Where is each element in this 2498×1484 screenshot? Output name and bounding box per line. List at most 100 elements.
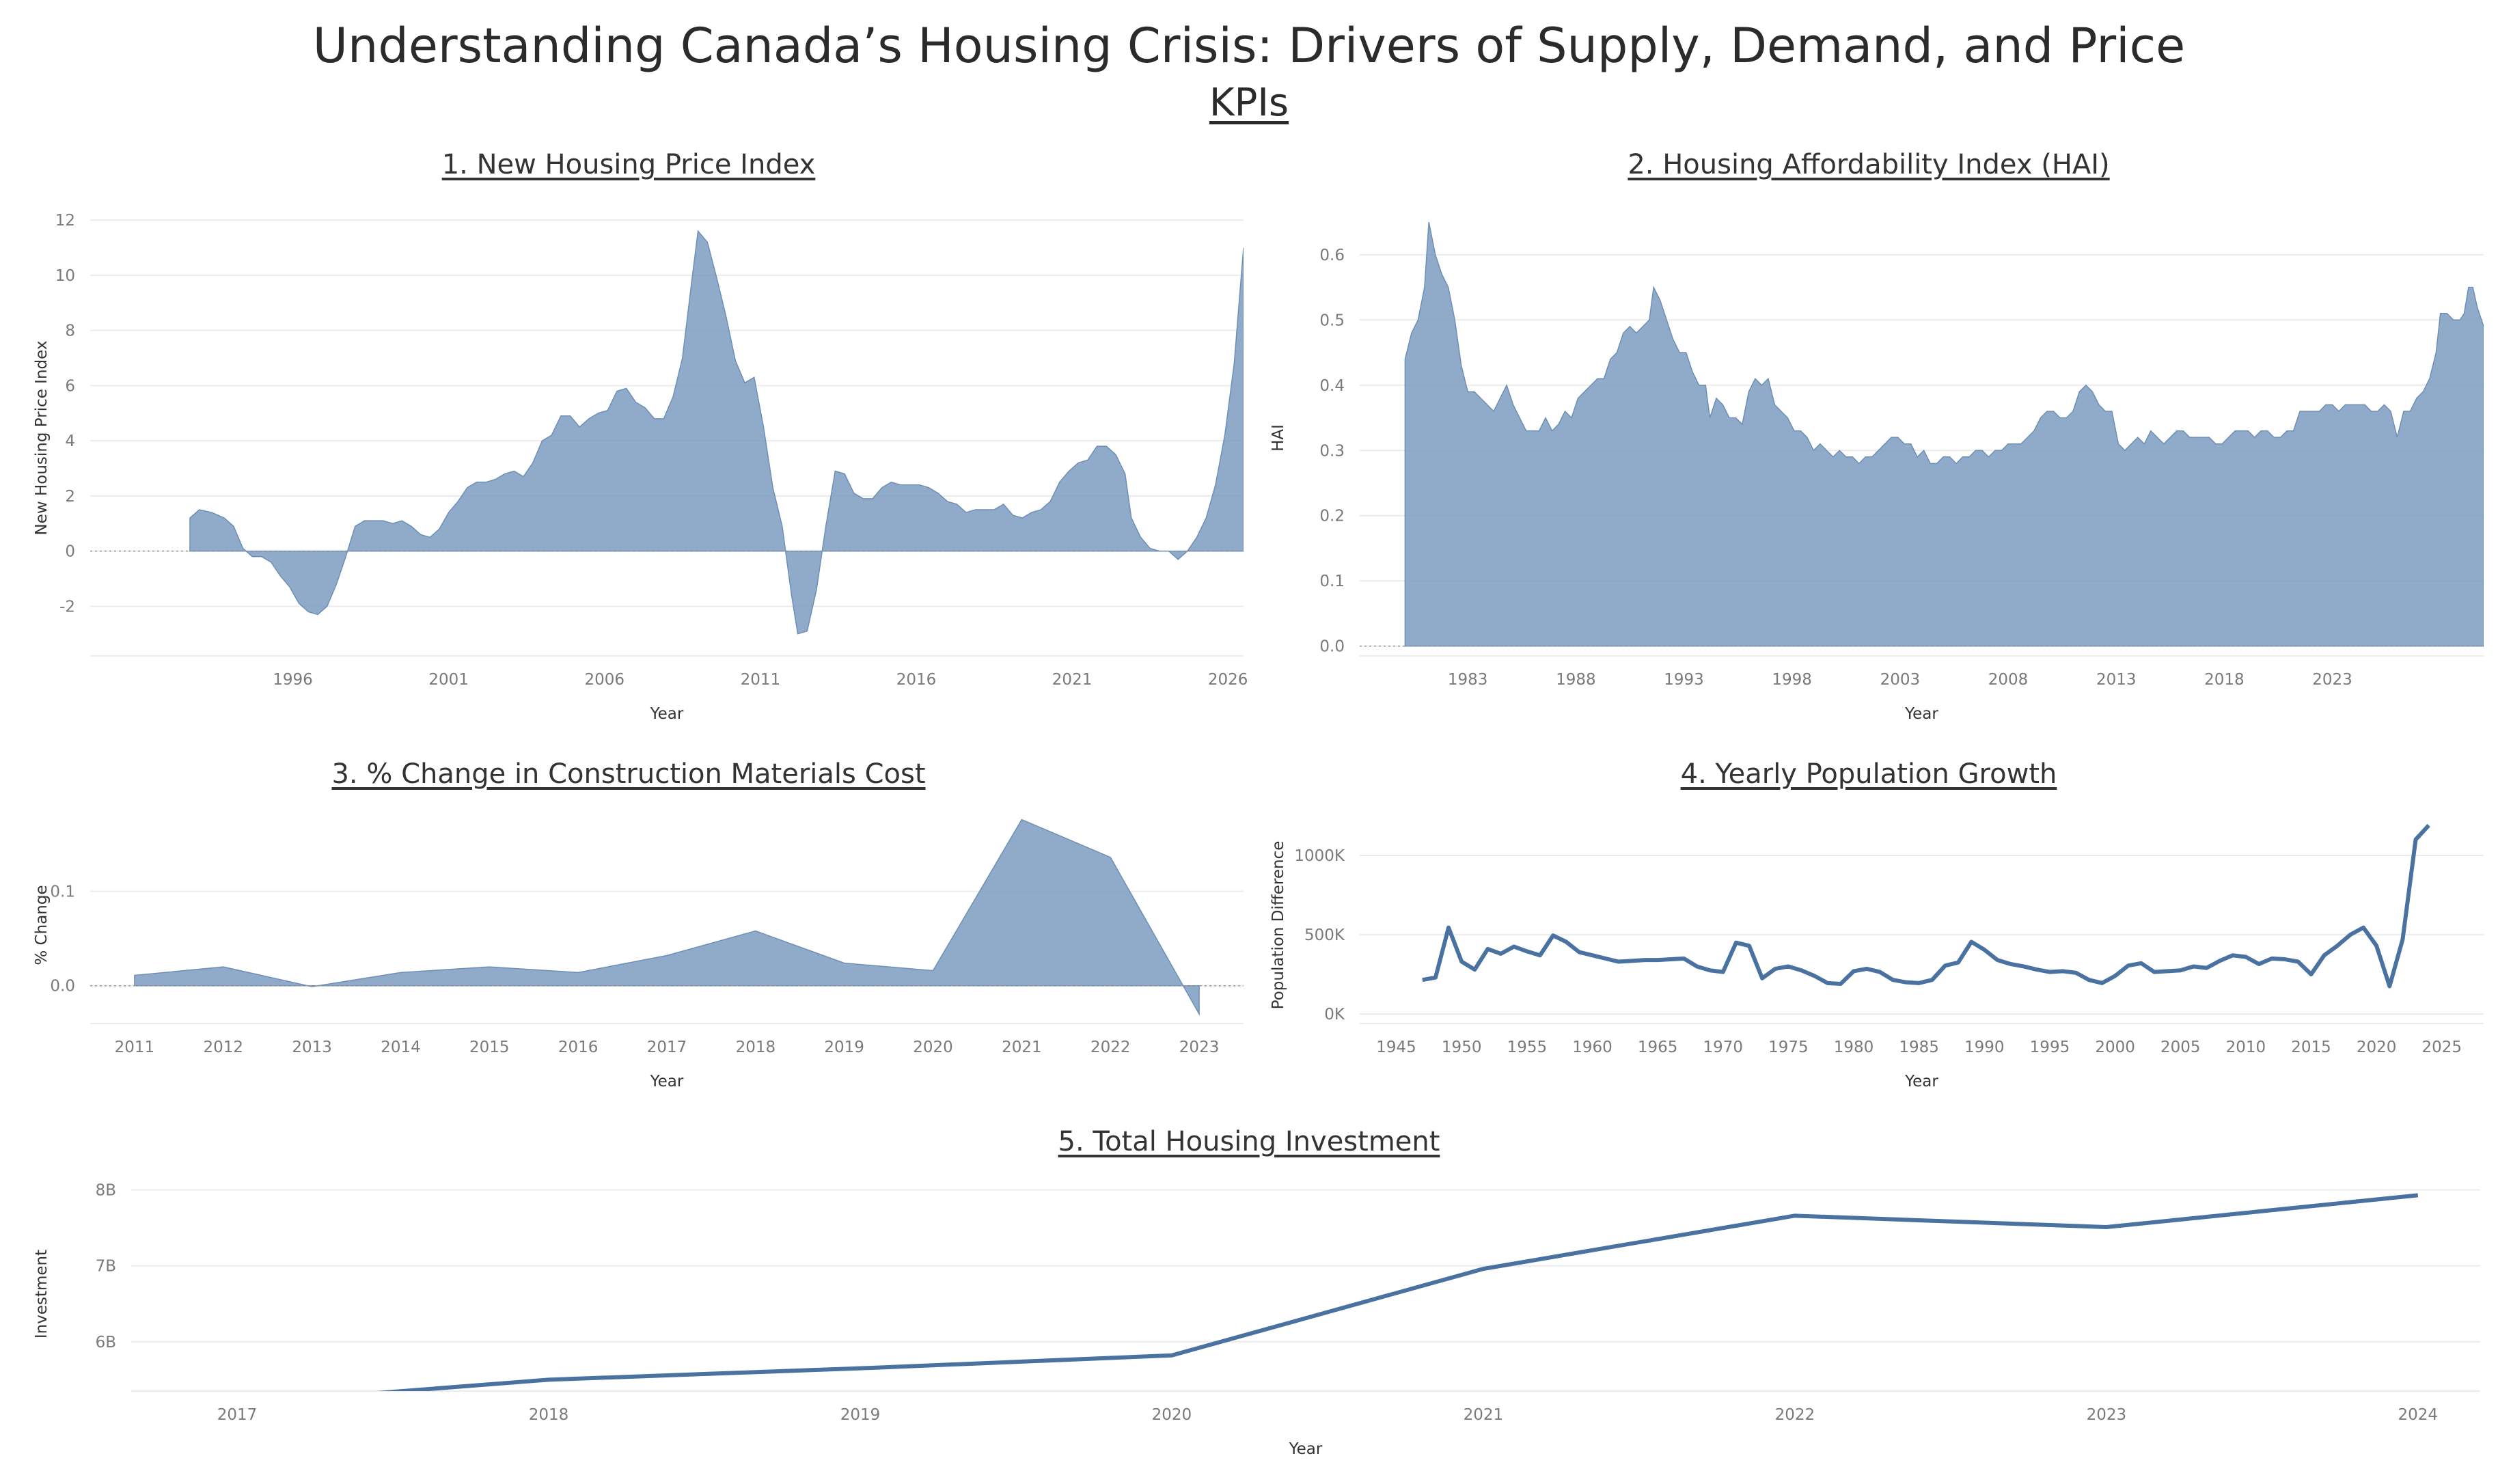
x-tick-label: 1983 xyxy=(1448,671,1488,689)
kpis-subtitle: KPIs xyxy=(1209,81,1289,125)
x-tick-label: 1993 xyxy=(1664,671,1704,689)
x-tick-label: 2019 xyxy=(840,1406,881,1424)
series-area xyxy=(1404,221,2484,647)
x-tick-label: 1970 xyxy=(1703,1039,1743,1056)
x-tick-label: 2018 xyxy=(529,1406,569,1424)
y-tick-label: 6 xyxy=(65,377,75,395)
y-tick-label: 0K xyxy=(1324,1006,1345,1023)
population-chart: 0K 500K 1000K 1945 1950 1955 1960 1965 1970 1975 1… xyxy=(1269,823,2484,1090)
y-axis-title: Investment xyxy=(33,1250,51,1338)
x-tick-label: 2021 xyxy=(1002,1039,1042,1056)
y-tick-label: 1000K xyxy=(1294,847,1345,865)
population-chart-title: 4. Yearly Population Growth xyxy=(1680,758,2057,790)
y-axis-title: HAI xyxy=(1269,424,1287,452)
x-tick-label: 2025 xyxy=(2422,1039,2462,1056)
x-tick-label: 2015 xyxy=(2291,1039,2331,1056)
x-tick-label: 2005 xyxy=(2160,1039,2201,1056)
x-tick-label: 1996 xyxy=(273,671,313,689)
y-tick-label: 2 xyxy=(65,488,75,506)
x-tick-label: 2000 xyxy=(2095,1039,2135,1056)
y-tick-label: 0.0 xyxy=(50,978,75,995)
x-tick-label: 1998 xyxy=(1772,671,1812,689)
hai-chart-title: 2. Housing Affordability Index (HAI) xyxy=(1628,149,2110,180)
x-tick-label: 2024 xyxy=(2398,1406,2439,1424)
nhpi-chart: -2 0 2 4 6 8 10 12 1996 2001 2006 2011 2016 2021 2026 Y… xyxy=(33,212,1248,723)
x-tick-label: 2016 xyxy=(896,671,937,689)
x-tick-label: 1960 xyxy=(1572,1039,1612,1056)
x-tick-label: 2022 xyxy=(1090,1039,1131,1056)
x-tick-label: 2006 xyxy=(584,671,624,689)
y-tick-label: 8B xyxy=(96,1182,116,1200)
series-area xyxy=(134,819,1200,1017)
y-axis-title: % Change xyxy=(33,885,51,965)
x-tick-label: 1995 xyxy=(2030,1039,2070,1056)
x-tick-label: 1955 xyxy=(1507,1039,1548,1056)
investment-chart-title: 5. Total Housing Investment xyxy=(1058,1126,1440,1157)
x-tick-label: 2020 xyxy=(913,1039,953,1056)
y-tick-label: 4 xyxy=(65,432,75,450)
x-tick-label: 2017 xyxy=(647,1039,687,1056)
x-tick-label: 2003 xyxy=(1880,671,1921,689)
x-tick-label: 2021 xyxy=(1052,671,1093,689)
series-area xyxy=(189,230,1244,635)
x-tick-label: 1988 xyxy=(1556,671,1596,689)
y-tick-label: 0.4 xyxy=(1319,377,1345,395)
y-tick-label: 0.5 xyxy=(1319,312,1345,329)
x-tick-label: 2019 xyxy=(824,1039,864,1056)
x-axis-title: Year xyxy=(650,1073,684,1090)
x-tick-label: 2021 xyxy=(1464,1406,1504,1424)
y-tick-label: -2 xyxy=(59,598,75,616)
x-tick-label: 2022 xyxy=(1775,1406,1815,1424)
series-line xyxy=(376,1193,2419,1391)
x-tick-label: 2013 xyxy=(292,1039,332,1056)
y-tick-label: 500K xyxy=(1304,926,1345,944)
x-tick-label: 2023 xyxy=(2312,671,2352,689)
x-axis-title: Year xyxy=(1904,705,1938,723)
x-tick-label: 2011 xyxy=(115,1039,155,1056)
x-tick-label: 2012 xyxy=(203,1039,243,1056)
materials-chart-title: 3. % Change in Construction Materials Co… xyxy=(331,758,926,790)
y-tick-label: 0.6 xyxy=(1319,247,1345,264)
x-tick-label: 2017 xyxy=(217,1406,258,1424)
hai-chart: 0.0 0.1 0.2 0.3 0.4 0.5 0.6 1983 1988 1993 1998 200… xyxy=(1269,221,2484,723)
x-tick-label: 1980 xyxy=(1834,1039,1874,1056)
investment-chart: 6B 7B 8B 2017 2018 2019 2020 2021 2022 2023 2024 Ye… xyxy=(33,1182,2480,1458)
series-line xyxy=(1422,823,2430,989)
x-axis-title: Year xyxy=(650,705,684,723)
x-tick-label: 2018 xyxy=(736,1039,776,1056)
y-tick-label: 6B xyxy=(96,1334,116,1351)
y-tick-label: 0.1 xyxy=(50,883,75,901)
x-tick-label: 2016 xyxy=(558,1039,599,1056)
x-tick-label: 2001 xyxy=(428,671,469,689)
x-tick-label: 2010 xyxy=(2226,1039,2266,1056)
x-tick-label: 1990 xyxy=(1964,1039,2005,1056)
y-tick-label: 10 xyxy=(55,267,75,285)
materials-chart: 0.0 0.1 2011 2012 2013 2014 2015 2016 2017 2018 20… xyxy=(33,819,1244,1090)
y-axis-title: New Housing Price Index xyxy=(33,340,51,535)
x-tick-label: 2014 xyxy=(381,1039,421,1056)
x-tick-label: 1975 xyxy=(1768,1039,1809,1056)
dashboard-title: Understanding Canada’s Housing Crisis: D… xyxy=(312,18,2186,74)
x-tick-label: 2023 xyxy=(1179,1039,1220,1056)
y-axis-title: Population Difference xyxy=(1269,841,1287,1010)
x-tick-label: 2023 xyxy=(2087,1406,2127,1424)
y-tick-label: 0 xyxy=(65,543,75,561)
y-tick-label: 8 xyxy=(65,322,75,340)
x-tick-label: 1985 xyxy=(1899,1039,1939,1056)
x-axis-title: Year xyxy=(1289,1440,1323,1458)
y-tick-label: 0.2 xyxy=(1319,508,1345,525)
x-tick-label: 1965 xyxy=(1638,1039,1678,1056)
x-tick-label: 2013 xyxy=(2096,671,2137,689)
y-tick-label: 12 xyxy=(55,212,75,230)
x-tick-label: 1950 xyxy=(1442,1039,1482,1056)
y-tick-label: 7B xyxy=(96,1258,116,1276)
y-tick-label: 0.0 xyxy=(1319,638,1345,656)
nhpi-chart-title: 1. New Housing Price Index xyxy=(441,149,816,180)
x-axis-title: Year xyxy=(1904,1073,1938,1090)
y-tick-label: 0.1 xyxy=(1319,573,1345,590)
x-tick-label: 2018 xyxy=(2204,671,2245,689)
x-tick-label: 2020 xyxy=(1152,1406,1192,1424)
x-tick-label: 2015 xyxy=(469,1039,510,1056)
x-tick-label: 1945 xyxy=(1376,1039,1416,1056)
x-tick-label: 2020 xyxy=(2357,1039,2397,1056)
